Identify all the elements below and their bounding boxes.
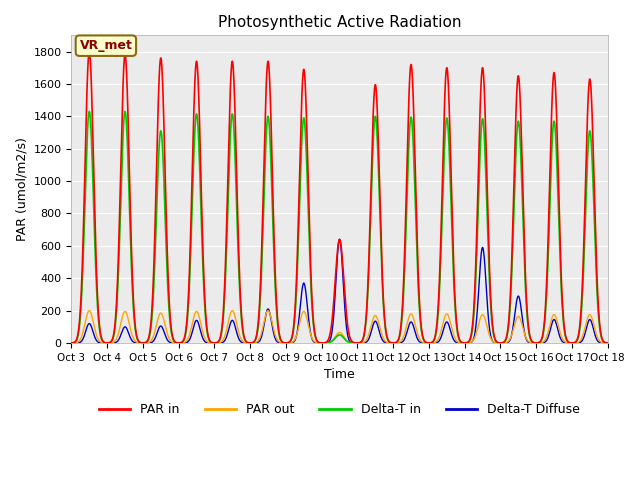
Legend: PAR in, PAR out, Delta-T in, Delta-T Diffuse: PAR in, PAR out, Delta-T in, Delta-T Dif… xyxy=(94,398,585,421)
Text: VR_met: VR_met xyxy=(79,39,132,52)
Y-axis label: PAR (umol/m2/s): PAR (umol/m2/s) xyxy=(15,137,28,241)
X-axis label: Time: Time xyxy=(324,368,355,381)
Title: Photosynthetic Active Radiation: Photosynthetic Active Radiation xyxy=(218,15,461,30)
